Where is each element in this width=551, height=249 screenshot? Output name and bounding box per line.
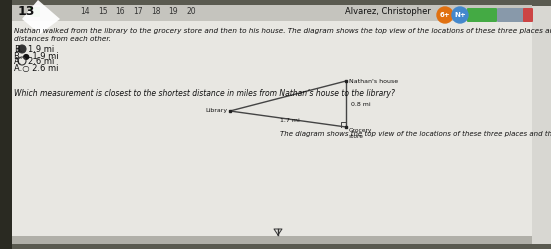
Text: A.○ 2.6 mi: A.○ 2.6 mi	[14, 64, 58, 73]
Polygon shape	[22, 0, 60, 34]
Text: 2.6 mi: 2.6 mi	[28, 57, 55, 65]
Bar	[0, 0, 12, 249]
Text: 1.7 mi: 1.7 mi	[280, 118, 300, 123]
Text: B.: B.	[14, 45, 23, 54]
Text: 6+: 6+	[440, 12, 450, 18]
Text: Alvarez, Christopher: Alvarez, Christopher	[345, 6, 431, 15]
Text: The diagram shows the top view of the locations of these three places and their: The diagram shows the top view of the lo…	[280, 131, 551, 137]
Text: distances from each other.: distances from each other.	[14, 36, 111, 42]
Text: 1.9 mi: 1.9 mi	[28, 45, 54, 54]
Text: 13: 13	[18, 4, 35, 17]
Text: 15: 15	[98, 6, 108, 15]
Text: 14: 14	[80, 6, 90, 15]
Text: Which measurement is closest to the shortest distance in miles from Nathan’s hou: Which measurement is closest to the shor…	[14, 89, 395, 98]
Text: 16: 16	[115, 6, 125, 15]
FancyBboxPatch shape	[467, 8, 497, 22]
Circle shape	[18, 45, 26, 53]
Bar	[532, 6, 551, 244]
Circle shape	[437, 7, 453, 23]
Text: Grocery
store: Grocery store	[349, 128, 372, 139]
Text: 17: 17	[133, 6, 143, 15]
Text: 20: 20	[186, 6, 196, 15]
Text: A.: A.	[14, 57, 22, 65]
Text: Library: Library	[206, 108, 228, 113]
Bar	[12, 236, 532, 244]
Text: B.● 1.9 mi: B.● 1.9 mi	[14, 52, 58, 61]
Text: 18: 18	[152, 6, 161, 15]
FancyBboxPatch shape	[523, 8, 533, 22]
Text: 19: 19	[168, 6, 178, 15]
Circle shape	[452, 7, 468, 23]
Bar	[12, 5, 532, 21]
Text: N+: N+	[454, 12, 466, 18]
Text: 0.8 mi: 0.8 mi	[351, 102, 371, 107]
FancyBboxPatch shape	[497, 8, 525, 22]
Text: Nathan's house: Nathan's house	[349, 79, 398, 84]
Bar	[30, 7, 40, 17]
Text: Nathan walked from the library to the grocery store and then to his house. The d: Nathan walked from the library to the gr…	[14, 28, 551, 34]
